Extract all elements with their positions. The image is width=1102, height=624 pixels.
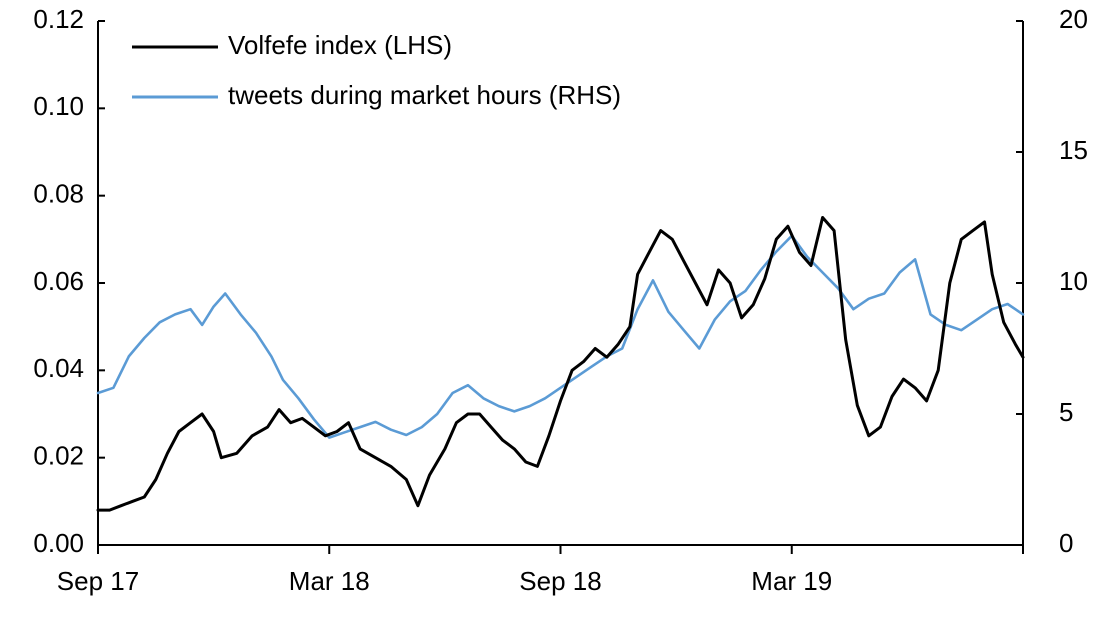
- right-y-tick-label: 10: [1059, 266, 1088, 296]
- axes: 0.00 0.02 0.04 0.06 0.08 0.10 0.12 0 5 10 15 20 Sep …: [33, 4, 1088, 596]
- x-tick-label: Sep 17: [57, 566, 139, 596]
- legend: Volfefe index (LHS) tweets during market …: [132, 30, 621, 110]
- left-y-tick-label: 0.00: [33, 528, 84, 558]
- right-y-tick-label: 15: [1059, 135, 1088, 165]
- legend-label: tweets during market hours (RHS): [228, 80, 621, 110]
- left-y-tick-label: 0.02: [33, 441, 84, 471]
- left-y-tick-label: 0.04: [33, 353, 84, 383]
- volfefe-index-line: [96, 216, 1025, 512]
- x-tick-label: Sep 18: [519, 566, 601, 596]
- x-tick-label: Mar 18: [289, 566, 370, 596]
- left-y-tick-label: 0.10: [33, 91, 84, 121]
- right-y-tick-label: 5: [1059, 397, 1073, 427]
- left-y-tick-label: 0.12: [33, 4, 84, 34]
- right-y-tick-label: 0: [1059, 528, 1073, 558]
- series-group: [96, 216, 1025, 512]
- x-tick-label: Mar 19: [751, 566, 832, 596]
- legend-label: Volfefe index (LHS): [228, 30, 452, 60]
- right-y-tick-label: 20: [1059, 4, 1088, 34]
- tweets-line: [96, 234, 1025, 439]
- left-y-tick-label: 0.06: [33, 266, 84, 296]
- left-y-tick-label: 0.08: [33, 179, 84, 209]
